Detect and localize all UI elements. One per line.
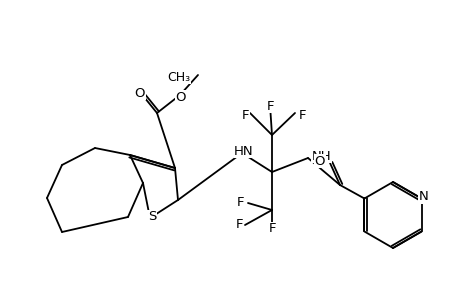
Text: NH: NH (311, 149, 331, 163)
Text: HN: HN (234, 145, 253, 158)
Text: F: F (236, 196, 243, 208)
Text: S: S (147, 211, 156, 224)
Text: O: O (314, 154, 325, 167)
Text: F: F (267, 100, 274, 112)
Text: O: O (134, 86, 145, 100)
Text: F: F (241, 109, 248, 122)
Text: O: O (175, 91, 186, 103)
Text: F: F (235, 218, 242, 230)
Text: F: F (298, 109, 306, 122)
Text: N: N (418, 190, 427, 203)
Text: CH₃: CH₃ (167, 70, 190, 83)
Text: F: F (269, 223, 276, 236)
